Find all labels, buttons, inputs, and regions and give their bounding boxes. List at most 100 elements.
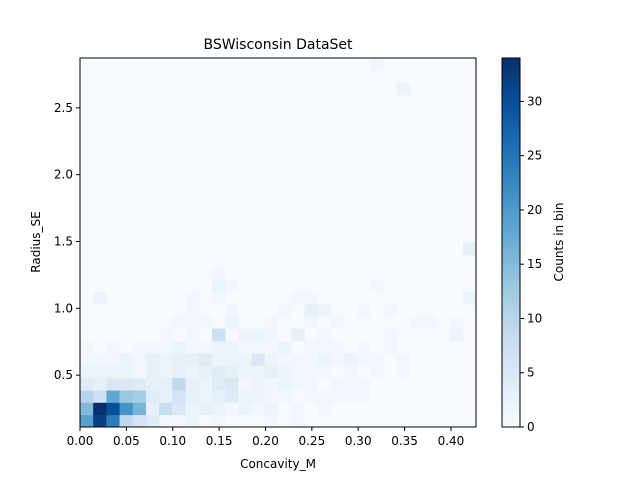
y-axis-ticks: 0.5 1.0 1.5 2.0 2.5 bbox=[54, 101, 80, 382]
heatmap-cell bbox=[317, 353, 332, 366]
heatmap-cell bbox=[251, 328, 266, 342]
heatmap-cell bbox=[291, 353, 305, 366]
heatmap-cell bbox=[291, 328, 305, 342]
heatmap-cell bbox=[80, 414, 94, 428]
heatmap-cell bbox=[278, 340, 292, 354]
heatmap-cell bbox=[423, 316, 437, 329]
heatmap-cell bbox=[278, 304, 292, 317]
heatmap-cell bbox=[80, 340, 94, 354]
colorbar-frame bbox=[501, 57, 521, 428]
x-tick-label: 0.15 bbox=[206, 434, 233, 448]
heatmap-cell bbox=[159, 377, 173, 391]
x-tick-label: 0.00 bbox=[67, 434, 94, 448]
colorbar-tick-label: 0 bbox=[527, 420, 535, 434]
heatmap-cell bbox=[146, 365, 160, 379]
heatmap-cell bbox=[159, 402, 173, 416]
x-axis-label: Concavity_M bbox=[240, 457, 316, 471]
heatmap-cell bbox=[304, 353, 318, 366]
heatmap-cell bbox=[106, 340, 120, 354]
heatmap-cell bbox=[238, 365, 252, 379]
heatmap-cell bbox=[462, 242, 477, 256]
heatmap-cell bbox=[212, 279, 226, 293]
heatmap-cell bbox=[198, 365, 213, 379]
heatmap-cell bbox=[132, 414, 147, 428]
heatmap-cell bbox=[80, 353, 94, 366]
heatmap-cell bbox=[264, 402, 279, 416]
heatmap-cell bbox=[251, 377, 266, 391]
heatmap-cell bbox=[93, 414, 107, 428]
heatmap-cell bbox=[80, 402, 94, 416]
heatmap-cell bbox=[396, 82, 411, 96]
heatmap-cell bbox=[119, 377, 134, 391]
heatmap-cell bbox=[317, 390, 332, 403]
heatmap-cell bbox=[251, 390, 266, 403]
heatmap-cell bbox=[146, 402, 160, 416]
heatmap-cell bbox=[93, 390, 107, 403]
heatmap-cell bbox=[106, 402, 120, 416]
heatmap-cell bbox=[80, 365, 94, 379]
heatmap-cell bbox=[225, 353, 239, 366]
heatmap-cell bbox=[185, 353, 200, 366]
heatmap-cell bbox=[317, 340, 332, 354]
x-tick-label: 0.40 bbox=[438, 434, 465, 448]
heatmap-cell bbox=[106, 365, 120, 379]
heatmap-cell bbox=[225, 402, 239, 416]
heatmap-cell bbox=[212, 377, 226, 391]
heatmap-cell bbox=[198, 340, 213, 354]
heatmap-cell bbox=[146, 414, 160, 428]
heatmap-cell bbox=[172, 377, 186, 391]
y-tick-label: 2.5 bbox=[54, 101, 73, 115]
heatmap-cell bbox=[304, 390, 318, 403]
heatmap-cell bbox=[317, 304, 332, 317]
y-tick-label: 1.0 bbox=[54, 301, 73, 315]
x-tick-label: 0.25 bbox=[298, 434, 325, 448]
x-tick-label: 0.30 bbox=[345, 434, 372, 448]
colorbar-tick-label: 15 bbox=[527, 257, 542, 271]
heatmap-cell bbox=[93, 402, 107, 416]
heatmap-cell bbox=[291, 291, 305, 305]
heatmap-cell bbox=[225, 340, 239, 354]
heatmap-cell bbox=[449, 328, 464, 342]
heatmap-cell bbox=[185, 340, 200, 354]
heatmap-cell bbox=[132, 353, 147, 366]
heatmap-cell bbox=[317, 402, 332, 416]
heatmap-cell bbox=[172, 316, 186, 329]
heatmap-cell bbox=[396, 353, 411, 366]
heatmap-cell bbox=[172, 402, 186, 416]
heatmap-cell bbox=[291, 365, 305, 379]
heatmap-cell bbox=[291, 377, 305, 391]
heatmap-cell bbox=[238, 377, 252, 391]
heatmap-cell bbox=[185, 291, 200, 305]
x-tick-label: 0.10 bbox=[159, 434, 186, 448]
heatmap-cell bbox=[212, 365, 226, 379]
heatmap-cell bbox=[291, 402, 305, 416]
heatmap-cell bbox=[238, 353, 252, 366]
heatmap-cell bbox=[172, 340, 186, 354]
heatmap-cell bbox=[383, 304, 398, 317]
heatmap-cell bbox=[330, 340, 345, 354]
heatmap-cell bbox=[225, 279, 239, 293]
colorbar-ticks: 0 5 10 15 20 25 30 bbox=[520, 94, 542, 434]
colorbar-tick-label: 10 bbox=[527, 311, 542, 325]
heatmap-cell bbox=[185, 316, 200, 329]
heatmap-cell bbox=[344, 353, 358, 366]
heatmap-cell bbox=[198, 316, 213, 329]
heatmap-cell bbox=[172, 353, 186, 366]
heatmap-cell bbox=[304, 340, 318, 354]
heatmap-cell bbox=[291, 414, 305, 428]
heatmap-cell bbox=[344, 365, 358, 379]
heatmap-cell bbox=[119, 402, 134, 416]
heatmap-cell bbox=[93, 377, 107, 391]
x-tick-label: 0.35 bbox=[391, 434, 418, 448]
heatmap-cell bbox=[146, 340, 160, 354]
heatmap-cell bbox=[212, 328, 226, 342]
heatmap-cell bbox=[304, 291, 318, 305]
colorbar-tick-label: 25 bbox=[527, 149, 542, 163]
heatmap-cell bbox=[212, 267, 226, 280]
heatmap-cell bbox=[238, 328, 252, 342]
heatmap-cell bbox=[172, 365, 186, 379]
heatmap-cell bbox=[264, 390, 279, 403]
heatmap-cell bbox=[93, 365, 107, 379]
heatmap-cell bbox=[317, 328, 332, 342]
